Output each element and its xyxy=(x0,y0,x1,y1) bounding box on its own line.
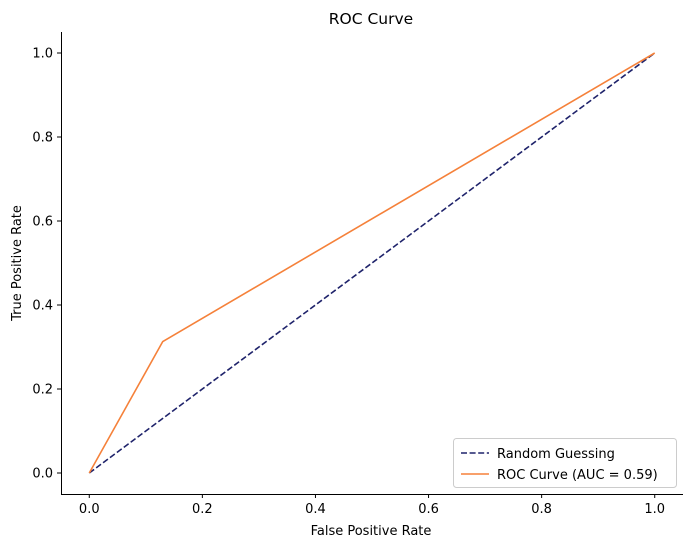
y-axis-ticks: 0.0 0.2 0.4 0.6 0.8 1.0 xyxy=(32,47,61,482)
y-tick-label: 0.8 xyxy=(32,131,53,146)
legend-box xyxy=(453,438,677,488)
x-axis-ticks: 0.0 0.2 0.4 0.6 0.8 1.0 xyxy=(79,494,665,517)
y-tick-label: 0.6 xyxy=(32,215,53,230)
legend: Random Guessing ROC Curve (AUC = 0.59) xyxy=(453,438,677,488)
x-tick-label: 1.0 xyxy=(644,502,665,517)
y-axis-label: True Positive Rate xyxy=(10,205,25,322)
x-axis-label: False Positive Rate xyxy=(311,524,432,539)
y-tick-label: 0.4 xyxy=(32,299,53,314)
legend-label-random-guessing: Random Guessing xyxy=(497,447,615,462)
series-line-roc-curve-auc-0-59 xyxy=(88,52,656,474)
y-tick-label: 0.2 xyxy=(32,383,53,398)
legend-label-roc-curve: ROC Curve (AUC = 0.59) xyxy=(497,468,658,483)
x-tick-label: 0.2 xyxy=(192,502,213,517)
y-tick-label: 0.0 xyxy=(32,467,53,482)
chart-title: ROC Curve xyxy=(329,10,413,28)
x-tick-label: 0.8 xyxy=(531,502,552,517)
x-tick-label: 0.0 xyxy=(79,502,100,517)
x-tick-label: 0.4 xyxy=(305,502,326,517)
series-line-random-guessing xyxy=(88,52,656,474)
y-tick-label: 1.0 xyxy=(32,47,53,62)
x-tick-label: 0.6 xyxy=(418,502,439,517)
series-layer xyxy=(88,52,656,474)
